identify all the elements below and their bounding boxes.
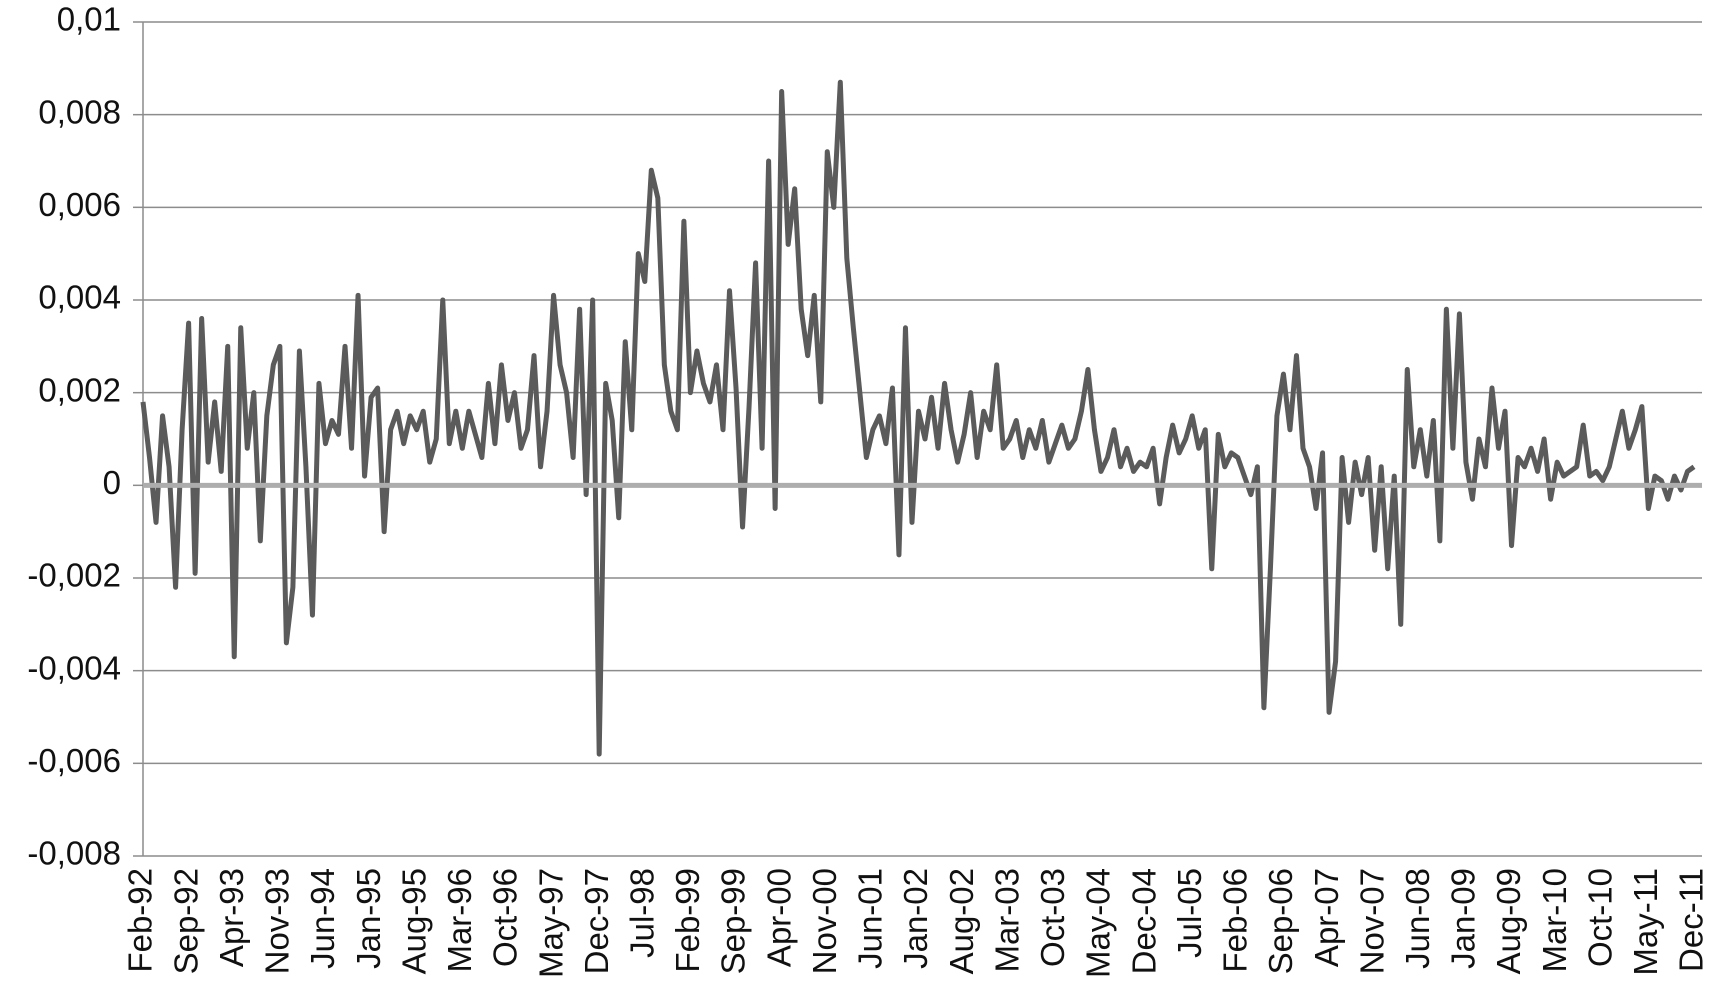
x-tick-label: Apr-07	[1308, 868, 1345, 967]
y-tick-label: 0,008	[38, 93, 121, 130]
y-tick-label: 0,01	[57, 1, 121, 38]
x-tick-label: Nov-00	[806, 868, 843, 974]
x-tick-label: Mar-10	[1536, 868, 1573, 973]
x-tick-label: May-97	[532, 868, 569, 978]
x-tick-label: Jun-08	[1399, 868, 1436, 969]
x-tick-label: Oct-10	[1581, 868, 1618, 967]
x-tick-label: Nov-93	[259, 868, 296, 974]
y-tick-label: -0,006	[27, 742, 121, 779]
y-tick-label: -0,004	[27, 649, 121, 686]
x-tick-label: Aug-95	[395, 868, 432, 974]
x-tick-label: Nov-07	[1353, 868, 1390, 974]
x-tick-label: Feb-92	[122, 868, 159, 973]
x-tick-label: Sep-06	[1262, 868, 1299, 974]
x-tick-label: Dec-04	[1125, 868, 1162, 974]
x-tick-label: Aug-02	[943, 868, 980, 974]
x-tick-label: Jan-09	[1445, 868, 1482, 969]
x-tick-label: Feb-06	[1217, 868, 1254, 973]
x-tick-label: Dec-11	[1673, 868, 1710, 972]
y-tick-label: -0,002	[27, 557, 121, 594]
y-tick-label: -0,008	[27, 835, 121, 872]
y-tick-label: 0,002	[38, 371, 121, 408]
x-tick-label: Oct-96	[487, 868, 524, 967]
x-tick-label: Jan-02	[897, 868, 934, 969]
x-tick-label: Apr-00	[760, 868, 797, 967]
x-tick-label: Mar-03	[988, 868, 1025, 973]
x-tick-label: Jun-94	[304, 868, 341, 969]
x-tick-label: May-11	[1627, 868, 1664, 976]
x-tick-label: Oct-03	[1034, 868, 1071, 967]
x-tick-label: Mar-96	[441, 868, 478, 973]
y-tick-label: 0	[103, 464, 121, 501]
y-tick-label: 0,006	[38, 186, 121, 223]
series-line	[140, 79, 1696, 757]
x-tick-label: Sep-99	[715, 868, 752, 974]
x-tick-label: Apr-93	[213, 868, 250, 967]
x-tick-label: Feb-99	[669, 868, 706, 973]
x-tick-label: Dec-97	[578, 868, 615, 974]
x-tick-label: Aug-09	[1490, 868, 1527, 974]
x-tick-label: Jun-01	[852, 868, 889, 969]
x-tick-label: Jul-05	[1171, 868, 1208, 958]
x-tick-label: Sep-92	[167, 868, 204, 974]
y-tick-label: 0,004	[38, 279, 121, 316]
x-tick-label: Jan-95	[350, 868, 387, 969]
x-tick-label: Jul-98	[624, 868, 661, 958]
x-tick-label: May-04	[1080, 868, 1117, 978]
